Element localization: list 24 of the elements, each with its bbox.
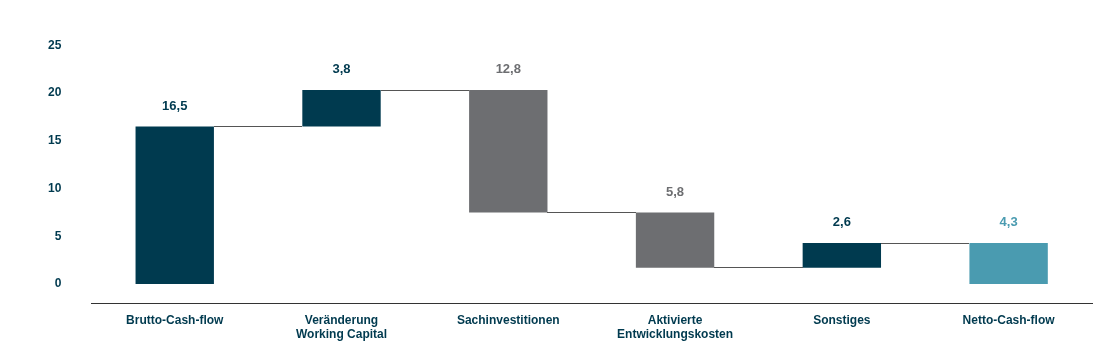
y-tick-label: 25 [47,37,62,52]
x-tick-label: Sachinvestitionen [456,312,560,327]
data-label: 5,8 [666,183,685,199]
y-tick-label: 5 [54,228,62,243]
y-tick-label: 20 [47,85,62,100]
bar [135,126,214,285]
x-tick-label: Veränderung Working Capital [295,312,388,342]
data-label: 2,6 [832,214,851,230]
data-label: 4,3 [999,214,1018,230]
bar [469,90,548,213]
bar [969,243,1048,285]
x-tick-label: Sonstiges [813,312,871,327]
x-tick-label: Brutto-Cash-flow [126,312,225,327]
data-label: 16,5 [162,97,188,113]
x-tick-label: Aktivierte Entwicklungskosten [617,312,734,342]
bar [635,212,715,268]
bar [302,90,381,127]
y-tick-label: 10 [47,180,62,195]
x-tick-label: Netto-Cash-flow [962,312,1056,327]
bar [802,243,882,268]
data-label: 12,8 [495,61,521,77]
y-tick-label: 15 [47,133,62,148]
y-tick-label: 0 [54,276,62,291]
data-label: 3,8 [332,61,351,77]
